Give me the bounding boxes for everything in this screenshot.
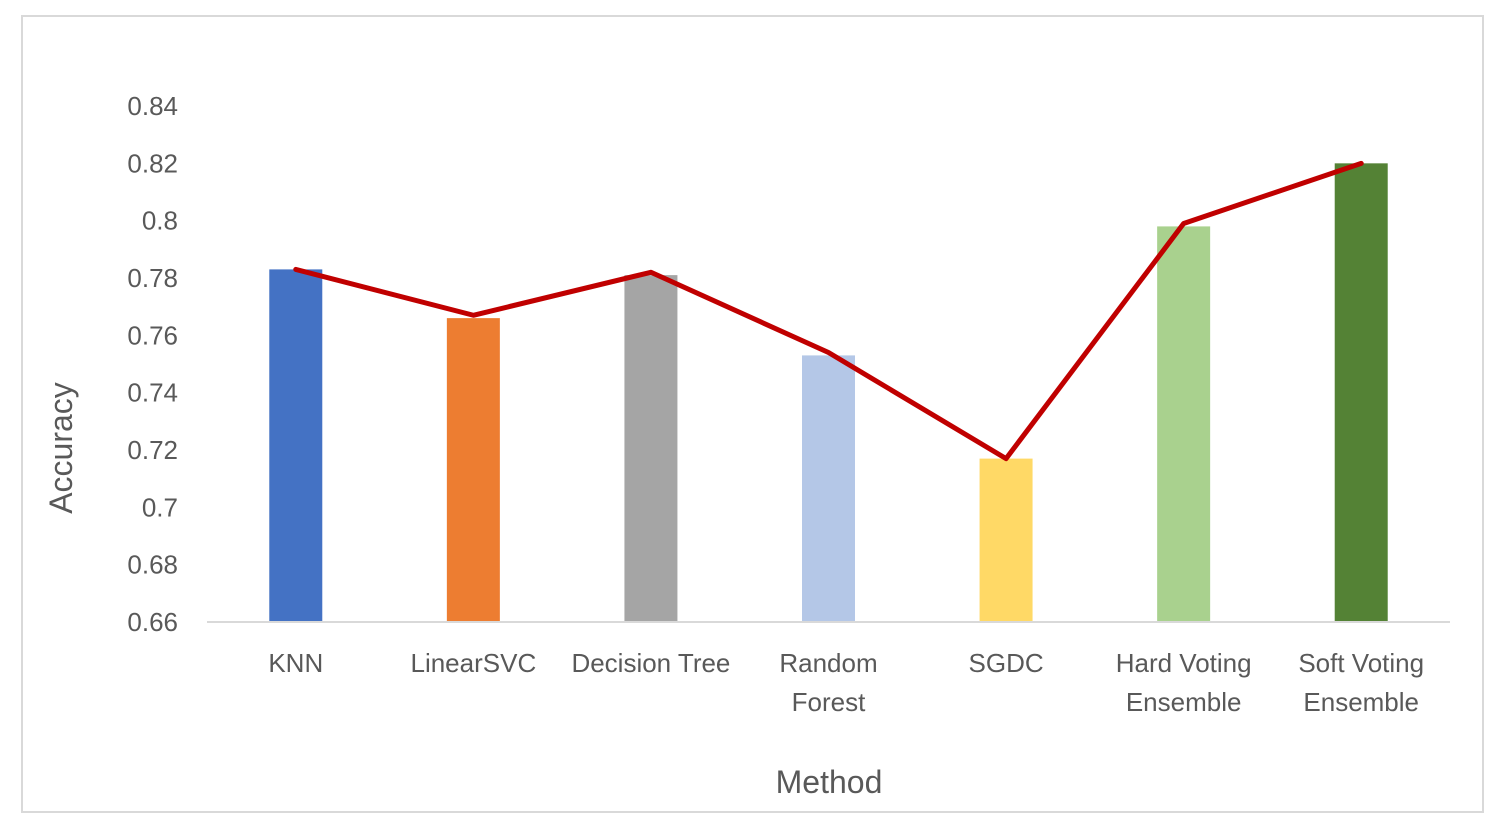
x-tick-label: Forest xyxy=(792,687,866,717)
x-tick-label: SGDC xyxy=(969,648,1044,678)
x-tick-label: Ensemble xyxy=(1126,687,1242,717)
y-axis-ticks: 0.66 0.68 0.7 0.72 0.74 0.76 0.78 0.8 0.82 0.84 xyxy=(127,91,178,637)
y-tick-label: 0.66 xyxy=(127,607,178,637)
accuracy-trend-line xyxy=(293,160,1364,462)
y-axis-title: Accuracy xyxy=(43,382,79,514)
x-tick-label: KNN xyxy=(268,648,323,678)
x-tick-label: Ensemble xyxy=(1303,687,1419,717)
bar xyxy=(269,269,323,622)
bars xyxy=(269,163,1388,623)
x-tick-label: Hard Voting xyxy=(1116,648,1252,678)
bar xyxy=(802,355,855,622)
bar xyxy=(1157,226,1211,622)
y-tick-label: 0.78 xyxy=(127,263,178,293)
y-tick-label: 0.8 xyxy=(142,206,178,236)
y-tick-label: 0.68 xyxy=(127,550,178,580)
bar xyxy=(624,275,678,622)
x-tick-label: Random xyxy=(779,648,877,678)
x-tick-label: Soft Voting xyxy=(1298,648,1424,678)
bar xyxy=(979,458,1033,622)
chart-frame xyxy=(21,15,1484,813)
y-tick-label: 0.7 xyxy=(142,492,178,522)
x-tick-label: Decision Tree xyxy=(571,648,730,678)
bar xyxy=(446,318,500,622)
x-tick-label: LinearSVC xyxy=(410,648,536,678)
x-axis-labels: KNN LinearSVC Decision Tree Random Forest SGD… xyxy=(268,648,1424,717)
y-tick-label: 0.74 xyxy=(127,378,178,408)
x-axis-title: Method xyxy=(776,764,883,800)
y-tick-label: 0.82 xyxy=(127,148,178,178)
y-tick-label: 0.84 xyxy=(127,91,178,121)
y-tick-label: 0.72 xyxy=(127,435,178,465)
y-tick-label: 0.76 xyxy=(127,320,178,350)
bar xyxy=(1334,163,1388,623)
